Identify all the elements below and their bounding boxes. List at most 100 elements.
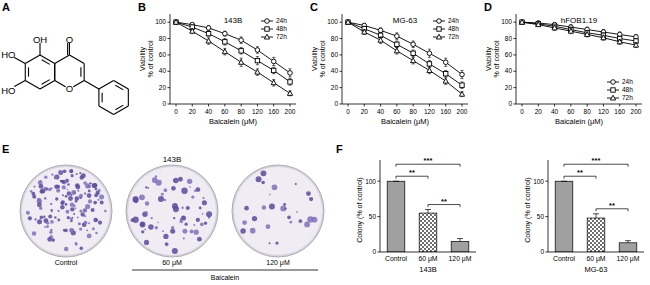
colony [190,229,194,233]
bond [84,81,99,90]
y-tick [546,252,549,253]
y-tick-label: 40 [505,67,513,74]
colony [64,247,69,252]
colony [35,218,37,220]
colony [70,202,74,206]
y-label: % of control [493,40,500,77]
colony [170,229,175,234]
colony [285,207,287,209]
colony [71,174,74,177]
colony [202,213,204,215]
colony [304,222,310,228]
colony [157,222,159,224]
colony [256,176,262,182]
colony [182,216,184,218]
colony [93,218,97,222]
x-tick-label: 0 [346,108,350,115]
double-bond [115,105,123,110]
x-label: Baicalein (μM) [381,117,430,126]
colony [261,181,265,185]
y-label: Viability [139,47,147,71]
marker [190,28,195,33]
legend-label: 72h [276,33,287,40]
marker [255,58,259,62]
bond [99,106,114,115]
x-tick [413,104,414,107]
marker [265,19,270,24]
marker [411,42,416,47]
colony [54,176,58,180]
colony [87,233,92,238]
error-bar [240,37,243,44]
marker [437,19,442,24]
y-tick-label: 40 [331,67,339,74]
x-tick-label: 20 [535,108,543,115]
image-title: 143B [163,155,182,164]
double-bond [28,67,29,76]
marker [443,78,448,83]
error-bar [428,49,431,57]
x-tick [176,104,177,107]
double-bond [42,60,50,65]
x-tick-label: 120 [424,108,435,115]
y-tick [340,71,343,72]
error-bar [461,70,464,78]
colony [55,197,58,200]
error-bar [256,47,259,54]
bar [387,181,405,252]
x-tick [208,104,209,107]
colony [67,191,72,196]
colony [54,174,59,179]
colony [56,188,60,192]
atom-label: O [66,34,73,45]
y-tick [514,22,517,23]
colony [141,230,144,233]
colony [296,211,298,213]
y-tick-label: 20 [505,84,513,91]
x-tick-label: 60 [221,108,229,115]
colony [202,197,204,199]
plot-area [387,181,469,252]
x-axis [380,252,476,253]
colony [196,218,200,222]
error-bar [593,214,599,218]
double-bond [115,85,123,90]
colony [295,183,297,185]
y-tick-label: 80 [159,35,167,42]
colony [85,183,90,188]
colony [164,199,166,201]
colony [84,221,88,225]
marker [536,22,541,27]
error-bar [444,58,447,66]
colony [189,186,191,188]
colony [179,220,183,224]
error-bar [272,57,275,65]
dish-label: Control [55,259,78,266]
colony [197,237,202,242]
colony [199,207,202,210]
bond [99,81,114,90]
y-tick-label: 40 [159,67,167,74]
y-tick [168,104,171,105]
y-tick-label: 0 [508,100,512,107]
legend-label: 48h [448,25,459,32]
dish [234,167,322,255]
x-tick [538,104,539,107]
colony [133,197,139,203]
y-tick-label: 60 [331,51,339,58]
x-tick-label: 80 [584,108,592,115]
colony [48,188,52,192]
marker [239,38,244,43]
y-axis [170,14,171,104]
marker [255,69,260,74]
colony [172,248,178,254]
x-tick-label: 80 [410,108,418,115]
colony [104,210,107,213]
colony [144,240,149,245]
x-tick [636,104,637,107]
dish-label: 60 μM [162,259,182,267]
marker [206,26,211,31]
colony [140,221,146,227]
series-line [522,22,636,41]
colony [32,231,36,235]
